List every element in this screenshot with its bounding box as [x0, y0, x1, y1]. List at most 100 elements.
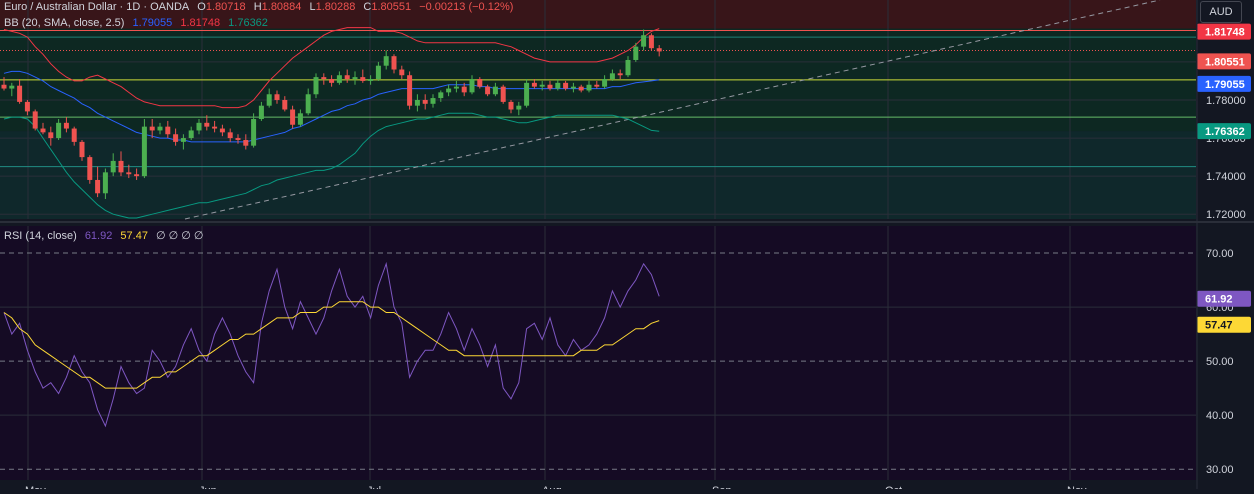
candle-up: [414, 99, 420, 106]
candle-up: [258, 105, 264, 120]
bb-lower-line: [3, 112, 660, 219]
candle-down: [407, 75, 413, 106]
candle-up: [453, 86, 459, 89]
candle-up: [352, 77, 358, 80]
bb-legend-label: BB (20, SMA, close, 2.5): [4, 17, 125, 29]
candle-down: [648, 35, 654, 49]
rsi-legend[interactable]: RSI (14, close) 61.92 57.47 ∅ ∅ ∅ ∅: [4, 229, 209, 242]
price-tag-bg: [1197, 75, 1251, 92]
candle-down: [422, 99, 428, 104]
candle-up: [570, 86, 576, 89]
candle-down: [126, 172, 132, 175]
rsi-axis-label: 50.00: [1206, 356, 1234, 368]
candle-down: [63, 122, 69, 129]
x-tick-label: Sep: [712, 485, 732, 489]
candle-down: [24, 101, 30, 112]
x-tick-label: Oct: [885, 485, 902, 489]
candle-up: [297, 113, 303, 125]
candle-up: [336, 75, 342, 83]
ohlc-high: H1.80884: [253, 1, 302, 13]
candle-down: [235, 138, 241, 140]
candle-up: [555, 82, 561, 89]
candle-down: [508, 101, 514, 110]
candle-down: [149, 126, 155, 131]
ohlc-open: O1.80718: [197, 1, 246, 13]
candle-up: [446, 88, 452, 93]
lower-zone: [0, 131, 1196, 219]
ohlc-low: L1.80288: [309, 1, 356, 13]
currency-button[interactable]: AUD: [1200, 1, 1242, 23]
candle-down: [329, 79, 335, 83]
price-tag: 1.81748: [1205, 27, 1245, 39]
candle-down: [87, 157, 93, 180]
candle-up: [102, 172, 108, 194]
candle-down: [344, 75, 350, 80]
rsi-line: [3, 261, 660, 428]
candle-up: [368, 79, 374, 81]
price-tag: 1.80551: [1205, 56, 1245, 68]
rsi-legend-label: RSI (14, close): [4, 230, 77, 242]
rsi-tag: 61.92: [1205, 294, 1233, 306]
bb-upper-line: [3, 27, 660, 109]
rsi-ma-value: 57.47: [120, 230, 148, 242]
rsi-axis-label: 40.00: [1206, 410, 1234, 422]
ohlc-close: C1.80551: [363, 1, 412, 13]
rsi-extra-values: ∅ ∅ ∅ ∅: [156, 230, 204, 242]
rsi-axis-label: 30.00: [1206, 464, 1234, 476]
candle-down: [290, 109, 296, 125]
symbol-line[interactable]: Euro / Australian Dollar · 1D · OANDA: [4, 1, 190, 13]
candle-up: [586, 84, 592, 91]
candle-up: [188, 130, 194, 139]
candle-down: [219, 128, 225, 133]
bb-legend[interactable]: BB (20, SMA, close, 2.5) 1.79055 1.81748…: [4, 17, 273, 29]
candle-down: [274, 94, 280, 100]
candle-down: [1, 84, 7, 89]
price-axis-label: 1.74000: [1206, 171, 1246, 183]
candle-down: [173, 134, 179, 142]
candle-down: [500, 86, 506, 102]
candle-down: [461, 86, 467, 93]
candle-down: [40, 128, 46, 133]
upper-zone: [0, 0, 1196, 29]
candle-down: [360, 77, 366, 81]
candle-down: [399, 69, 405, 76]
candle-down: [391, 56, 397, 70]
candle-up: [305, 94, 311, 114]
candle-down: [79, 141, 85, 158]
candle-up: [602, 79, 608, 87]
candle-up: [524, 82, 530, 106]
rsi-pane-background: [0, 226, 1196, 480]
candle-down: [118, 160, 124, 173]
candle-down: [95, 179, 101, 194]
candle-up: [141, 126, 147, 177]
candle-up: [516, 105, 522, 110]
candle-up: [625, 59, 631, 76]
x-tick-label: Aug: [542, 485, 562, 489]
price-tag-bg: [1197, 23, 1251, 40]
candle-down: [617, 73, 623, 76]
candle-down: [321, 77, 327, 80]
candle-down: [547, 84, 553, 89]
candle-up: [180, 138, 186, 142]
candle-up: [110, 160, 116, 173]
candle-up: [469, 79, 475, 93]
price-tag-bg: [1197, 123, 1251, 140]
candle-up: [56, 122, 62, 139]
candle-down: [243, 139, 249, 146]
candle-up: [196, 122, 202, 131]
rsi-ma-tag-bg: [1197, 316, 1251, 333]
symbol-legend: Euro / Australian Dollar · 1D · OANDA O1…: [4, 1, 518, 13]
candle-up: [430, 98, 436, 104]
bb-lower-value: 1.76362: [228, 17, 268, 29]
rsi-ma-line: [3, 301, 660, 389]
candle-up: [9, 85, 15, 89]
candle-down: [563, 82, 569, 89]
rsi-tag-bg: [1197, 290, 1251, 307]
candle-down: [282, 99, 288, 110]
candle-up: [266, 94, 272, 106]
price-axis-label: 1.78000: [1206, 95, 1246, 107]
candle-up: [383, 56, 389, 66]
candle-up: [313, 77, 319, 95]
